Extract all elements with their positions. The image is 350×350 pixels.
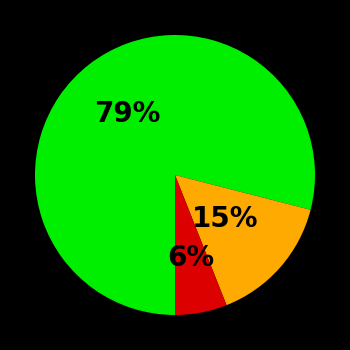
Text: 79%: 79% [94, 100, 161, 128]
Wedge shape [175, 175, 310, 305]
Text: 15%: 15% [192, 205, 259, 233]
Wedge shape [175, 175, 226, 315]
Wedge shape [35, 35, 315, 315]
Text: 6%: 6% [167, 244, 214, 272]
